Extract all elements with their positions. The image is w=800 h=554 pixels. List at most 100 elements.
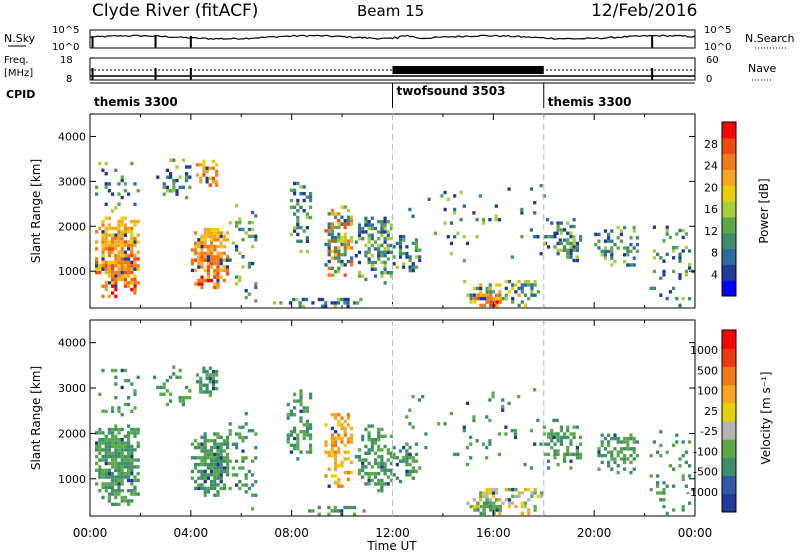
- colorbar-swatch: [722, 185, 736, 202]
- range-gate-cell: [114, 502, 118, 506]
- range-gate-cell: [684, 232, 688, 236]
- range-gate-cell: [200, 275, 204, 279]
- range-gate-cell: [343, 263, 347, 267]
- range-gate-cell: [501, 501, 505, 505]
- range-gate-cell: [597, 453, 601, 458]
- range-gate-cell: [652, 269, 656, 274]
- x-tick-label: 16:00: [476, 526, 511, 540]
- range-gate-cell: [380, 223, 384, 227]
- range-gate-cell: [343, 457, 347, 461]
- range-gate-cell: [203, 255, 207, 259]
- range-gate-cell: [367, 237, 371, 241]
- range-gate-cell: [377, 461, 381, 466]
- range-gate-cell: [357, 468, 362, 472]
- range-gate-cell: [117, 448, 121, 452]
- range-gate-cell: [101, 243, 105, 248]
- range-gate-cell: [107, 294, 111, 299]
- range-gate-cell: [377, 220, 381, 224]
- range-gate-cell: [238, 480, 242, 484]
- range-gate-cell: [629, 436, 633, 441]
- range-gate-cell: [210, 439, 214, 443]
- range-gate-cell: [533, 487, 537, 492]
- range-gate-cell: [226, 258, 230, 262]
- range-gate-cell: [340, 416, 344, 420]
- range-gate-cell: [533, 279, 537, 284]
- range-gate-cell: [626, 253, 630, 257]
- range-gate-cell: [111, 267, 115, 271]
- range-gate-cell: [188, 185, 192, 190]
- range-gate-cell: [200, 285, 204, 290]
- range-gate-cell: [197, 265, 201, 269]
- range-gate-cell: [130, 260, 134, 265]
- range-gate-cell: [296, 209, 300, 213]
- range-gate-cell: [117, 219, 121, 224]
- range-gate-cell: [402, 459, 406, 463]
- range-gate-cell: [337, 423, 341, 427]
- range-gate-cell: [498, 290, 502, 294]
- range-gate-cell: [133, 182, 137, 186]
- range-gate-cell: [367, 475, 371, 479]
- range-gate-cell: [210, 449, 214, 453]
- range-gate-cell: [117, 270, 121, 275]
- range-gate-cell: [361, 461, 365, 466]
- range-gate-cell: [324, 304, 328, 308]
- range-gate-cell: [117, 465, 121, 469]
- x-tick-label: 12:00: [375, 526, 410, 540]
- range-gate-cell: [215, 169, 219, 174]
- range-gate-cell: [199, 380, 203, 384]
- range-gate-cell: [289, 232, 293, 237]
- range-gate-cell: [114, 233, 118, 237]
- colorbar-swatch: [722, 330, 736, 349]
- range-gate-cell: [235, 275, 239, 279]
- range-gate-cell: [127, 444, 131, 449]
- range-gate-cell: [200, 445, 204, 450]
- range-gate-cell: [616, 225, 620, 230]
- range-gate-cell: [559, 439, 563, 443]
- freq-panel-frame: [89, 57, 696, 81]
- range-gate-cell: [603, 229, 607, 233]
- range-gate-cell: [504, 498, 508, 502]
- range-gate-cell: [104, 287, 108, 292]
- range-gate-cell: [120, 438, 124, 442]
- range-gate-cell: [482, 491, 486, 495]
- range-gate-cell: [104, 240, 108, 244]
- range-gate-cell: [296, 226, 300, 230]
- range-gate-cell: [334, 256, 338, 260]
- range-gate-cell: [238, 227, 242, 232]
- range-gate-cell: [231, 466, 235, 470]
- range-gate-cell: [216, 490, 220, 494]
- nsky-tick-top: 10^5: [52, 25, 79, 36]
- range-gate-cell: [181, 185, 185, 190]
- range-gate-cell: [405, 415, 409, 419]
- range-gate-cell: [238, 251, 242, 255]
- range-gate-cell: [656, 450, 660, 454]
- range-gate-cell: [136, 458, 140, 462]
- range-gate-cell: [337, 249, 341, 253]
- range-gate-cell: [652, 440, 656, 444]
- range-gate-cell: [446, 235, 450, 239]
- range-gate-cell: [623, 453, 627, 458]
- range-gate-cell: [572, 258, 576, 263]
- range-gate-cell: [219, 442, 223, 446]
- range-gate-cell: [219, 462, 223, 467]
- range-gate-cell: [299, 392, 303, 396]
- range-gate-cell: [357, 448, 362, 452]
- range-gate-cell: [370, 233, 374, 237]
- range-gate-cell: [200, 258, 204, 262]
- range-gate-cell: [309, 436, 313, 441]
- range-gate-cell: [520, 300, 524, 304]
- range-gate-cell: [340, 222, 344, 226]
- range-gate-cell: [226, 442, 230, 446]
- range-gate-cell: [327, 229, 331, 233]
- range-gate-cell: [95, 240, 99, 244]
- range-gate-cell: [247, 265, 251, 269]
- range-gate-cell: [327, 242, 331, 247]
- range-gate-cell: [95, 431, 99, 435]
- range-gate-cell: [330, 301, 334, 305]
- range-gate-cell: [213, 238, 217, 242]
- range-gate-cell: [607, 249, 611, 254]
- range-gate-cell: [343, 297, 347, 302]
- range-gate-cell: [350, 222, 354, 226]
- colorbar-tick-label: 500: [697, 364, 718, 377]
- range-gate-cell: [251, 210, 255, 215]
